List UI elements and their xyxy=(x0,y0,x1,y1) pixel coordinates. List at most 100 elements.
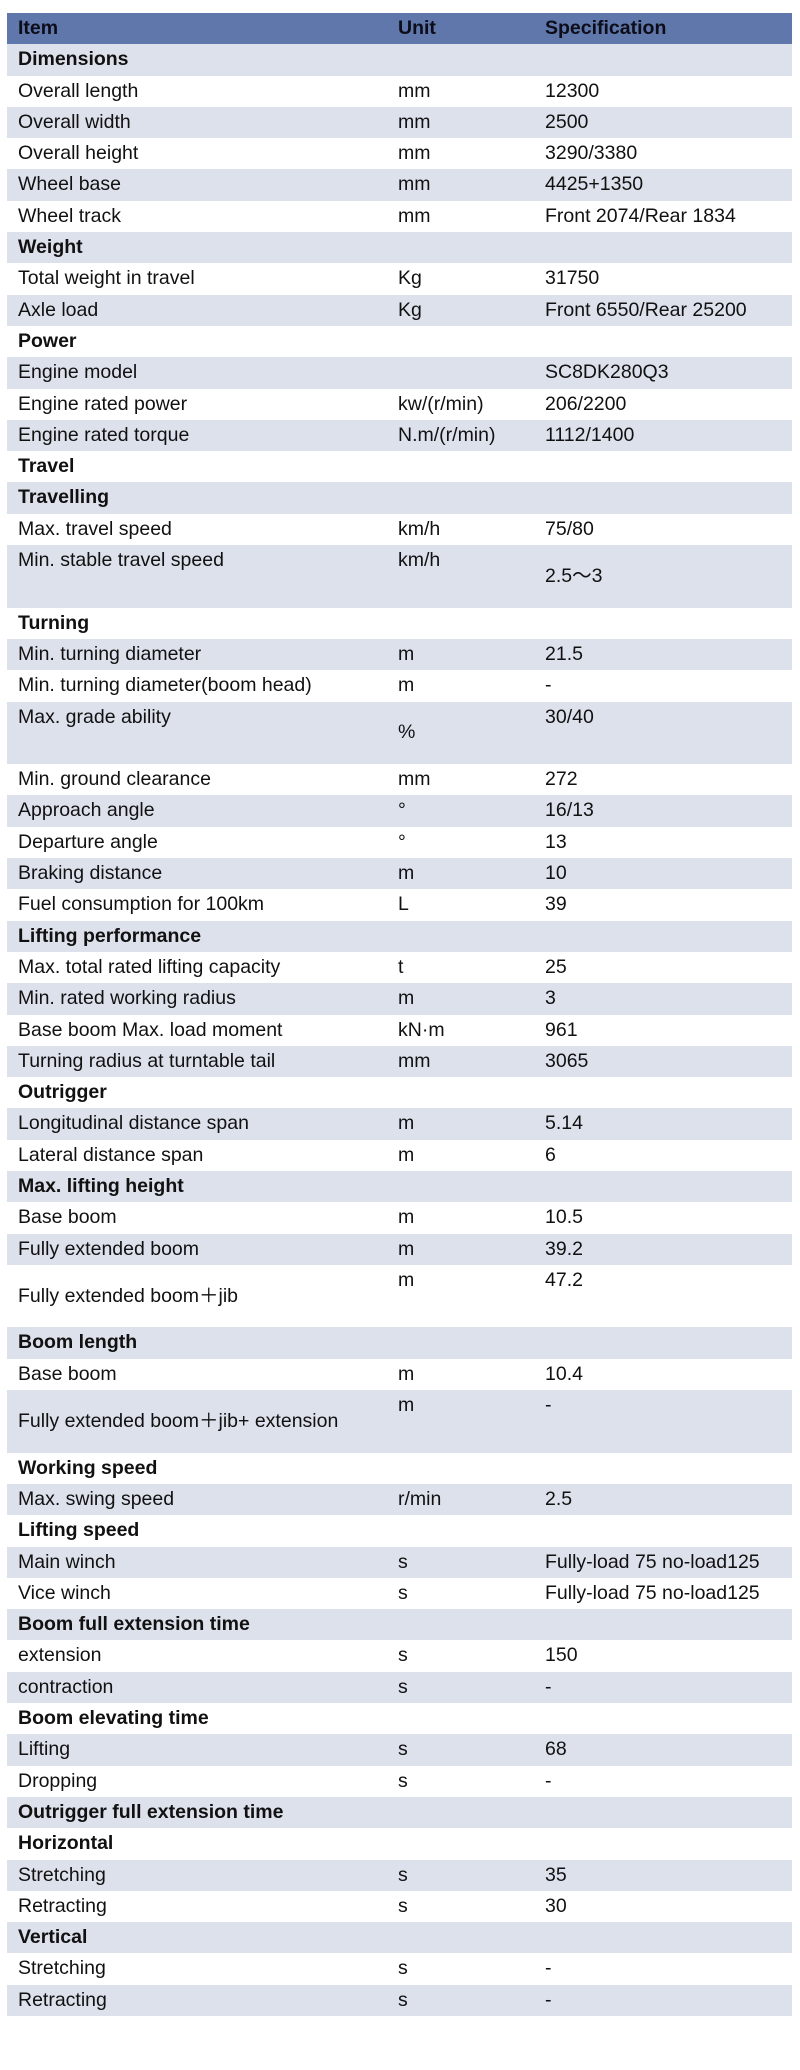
row-specification xyxy=(534,1515,792,1547)
row-item: Min. turning diameter xyxy=(7,638,387,671)
table-row: Fuel consumption for 100km L 39 xyxy=(7,889,792,921)
row-item: Dropping xyxy=(7,1765,387,1797)
specification-table: Item Unit Specification Dimensions Overal… xyxy=(7,13,792,2016)
table-row: Min. ground clearance mm 272 xyxy=(7,764,792,796)
row-unit xyxy=(387,232,534,264)
table-row: Approach angle ° 16/13 xyxy=(7,795,792,827)
row-specification xyxy=(534,1609,792,1641)
table-header-row: Item Unit Specification xyxy=(7,13,792,45)
table-row: Min. stable travel speed km/h 2.5～3 xyxy=(7,545,792,608)
row-item: Travel xyxy=(7,451,387,483)
table-row: Lifting s 68 xyxy=(7,1734,792,1766)
row-specification: 13 xyxy=(534,826,792,859)
row-item: Outrigger xyxy=(7,1077,387,1109)
row-item: Boom full extension time xyxy=(7,1609,387,1641)
row-unit xyxy=(387,1796,534,1829)
row-item: Max. travel speed xyxy=(7,513,387,546)
row-specification: 3290/3380 xyxy=(534,138,792,170)
section-header-row: Lifting performance xyxy=(7,920,792,952)
table-row: Wheel track mm Front 2074/Rear 1834 xyxy=(7,200,792,233)
row-specification: 12300 xyxy=(534,75,792,107)
row-specification: - xyxy=(534,1390,792,1453)
row-specification: 47.2 xyxy=(534,1264,792,1328)
row-unit: s xyxy=(387,1671,534,1704)
row-specification xyxy=(534,1796,792,1829)
row-unit xyxy=(387,357,534,389)
table-row: Vice winch s Fully-load 75 no-load125 xyxy=(7,1577,792,1610)
section-header-row: Weight xyxy=(7,232,792,264)
row-specification xyxy=(534,232,792,264)
row-unit: Kg xyxy=(387,294,534,326)
table-row: Total weight in travel Kg 31750 xyxy=(7,263,792,295)
row-specification: 1112/1400 xyxy=(534,419,792,452)
row-specification xyxy=(534,1703,792,1735)
row-specification: 2500 xyxy=(534,106,792,139)
row-item: Dimensions xyxy=(7,44,387,76)
table-row: Lateral distance span m 6 xyxy=(7,1139,792,1171)
section-header-row: Boom elevating time xyxy=(7,1703,792,1735)
row-unit: mm xyxy=(387,138,534,170)
row-specification xyxy=(534,482,792,514)
row-item: Vertical xyxy=(7,1922,387,1954)
row-item: Total weight in travel xyxy=(7,263,387,295)
row-unit xyxy=(387,482,534,514)
header-item: Item xyxy=(7,13,387,45)
row-unit: s xyxy=(387,1546,534,1578)
row-unit xyxy=(387,1703,534,1735)
table-row: Fully extended boom m 39.2 xyxy=(7,1233,792,1265)
row-specification: Fully-load 75 no-load125 xyxy=(534,1577,792,1610)
row-item: Approach angle xyxy=(7,795,387,827)
table-row: Base boom Max. load moment kN·m 961 xyxy=(7,1014,792,1046)
row-specification: 3 xyxy=(534,983,792,1015)
table-row: Min. rated working radius m 3 xyxy=(7,983,792,1015)
row-unit: m xyxy=(387,1202,534,1234)
row-specification: - xyxy=(534,670,792,702)
row-unit xyxy=(387,920,534,952)
table-row: Fully extended boom＋jib m 47.2 xyxy=(7,1264,792,1328)
header-specification: Specification xyxy=(534,13,792,45)
row-specification: Front 6550/Rear 25200 xyxy=(534,294,792,326)
row-unit: mm xyxy=(387,200,534,233)
row-specification xyxy=(534,920,792,952)
row-specification: 5.14 xyxy=(534,1108,792,1140)
row-specification xyxy=(534,1170,792,1203)
row-unit: ° xyxy=(387,826,534,859)
row-specification: 16/13 xyxy=(534,795,792,827)
row-unit: ° xyxy=(387,795,534,827)
row-unit: m xyxy=(387,858,534,890)
row-item: Max. lifting height xyxy=(7,1170,387,1203)
row-unit: mm xyxy=(387,169,534,201)
row-item: Overall length xyxy=(7,75,387,107)
row-unit: r/min xyxy=(387,1483,534,1516)
row-item: Min. rated working radius xyxy=(7,983,387,1015)
row-item: Working speed xyxy=(7,1452,387,1484)
row-unit xyxy=(387,325,534,358)
row-specification xyxy=(534,1922,792,1954)
row-specification: 30/40 xyxy=(534,701,792,765)
row-item: Engine rated torque xyxy=(7,419,387,452)
row-unit: kN·m xyxy=(387,1014,534,1046)
row-specification xyxy=(534,1452,792,1484)
row-specification: 10.5 xyxy=(534,1202,792,1234)
row-unit xyxy=(387,1609,534,1641)
table-row: Dropping s - xyxy=(7,1765,792,1797)
section-header-row: Lifting speed xyxy=(7,1515,792,1547)
table-row: Main winch s Fully-load 75 no-load125 xyxy=(7,1546,792,1578)
row-specification: 272 xyxy=(534,764,792,796)
row-unit: s xyxy=(387,1577,534,1610)
section-header-row: Turning xyxy=(7,607,792,639)
table-row: Max. swing speed r/min 2.5 xyxy=(7,1483,792,1516)
row-item: Main winch xyxy=(7,1546,387,1578)
table-row: Longitudinal distance span m 5.14 xyxy=(7,1108,792,1140)
row-item: Min. ground clearance xyxy=(7,764,387,796)
table-row: extension s 150 xyxy=(7,1640,792,1672)
row-unit: mm xyxy=(387,1045,534,1078)
row-specification xyxy=(534,607,792,639)
row-item: Boom elevating time xyxy=(7,1703,387,1735)
row-item: Engine model xyxy=(7,357,387,389)
table-row: Max. grade ability% 30/40 xyxy=(7,701,792,765)
table-row: Max. total rated lifting capacity t 25 xyxy=(7,951,792,984)
row-unit: m xyxy=(387,1390,534,1453)
row-item: Max. grade ability xyxy=(7,701,387,765)
table-row: Stretching s - xyxy=(7,1953,792,1985)
